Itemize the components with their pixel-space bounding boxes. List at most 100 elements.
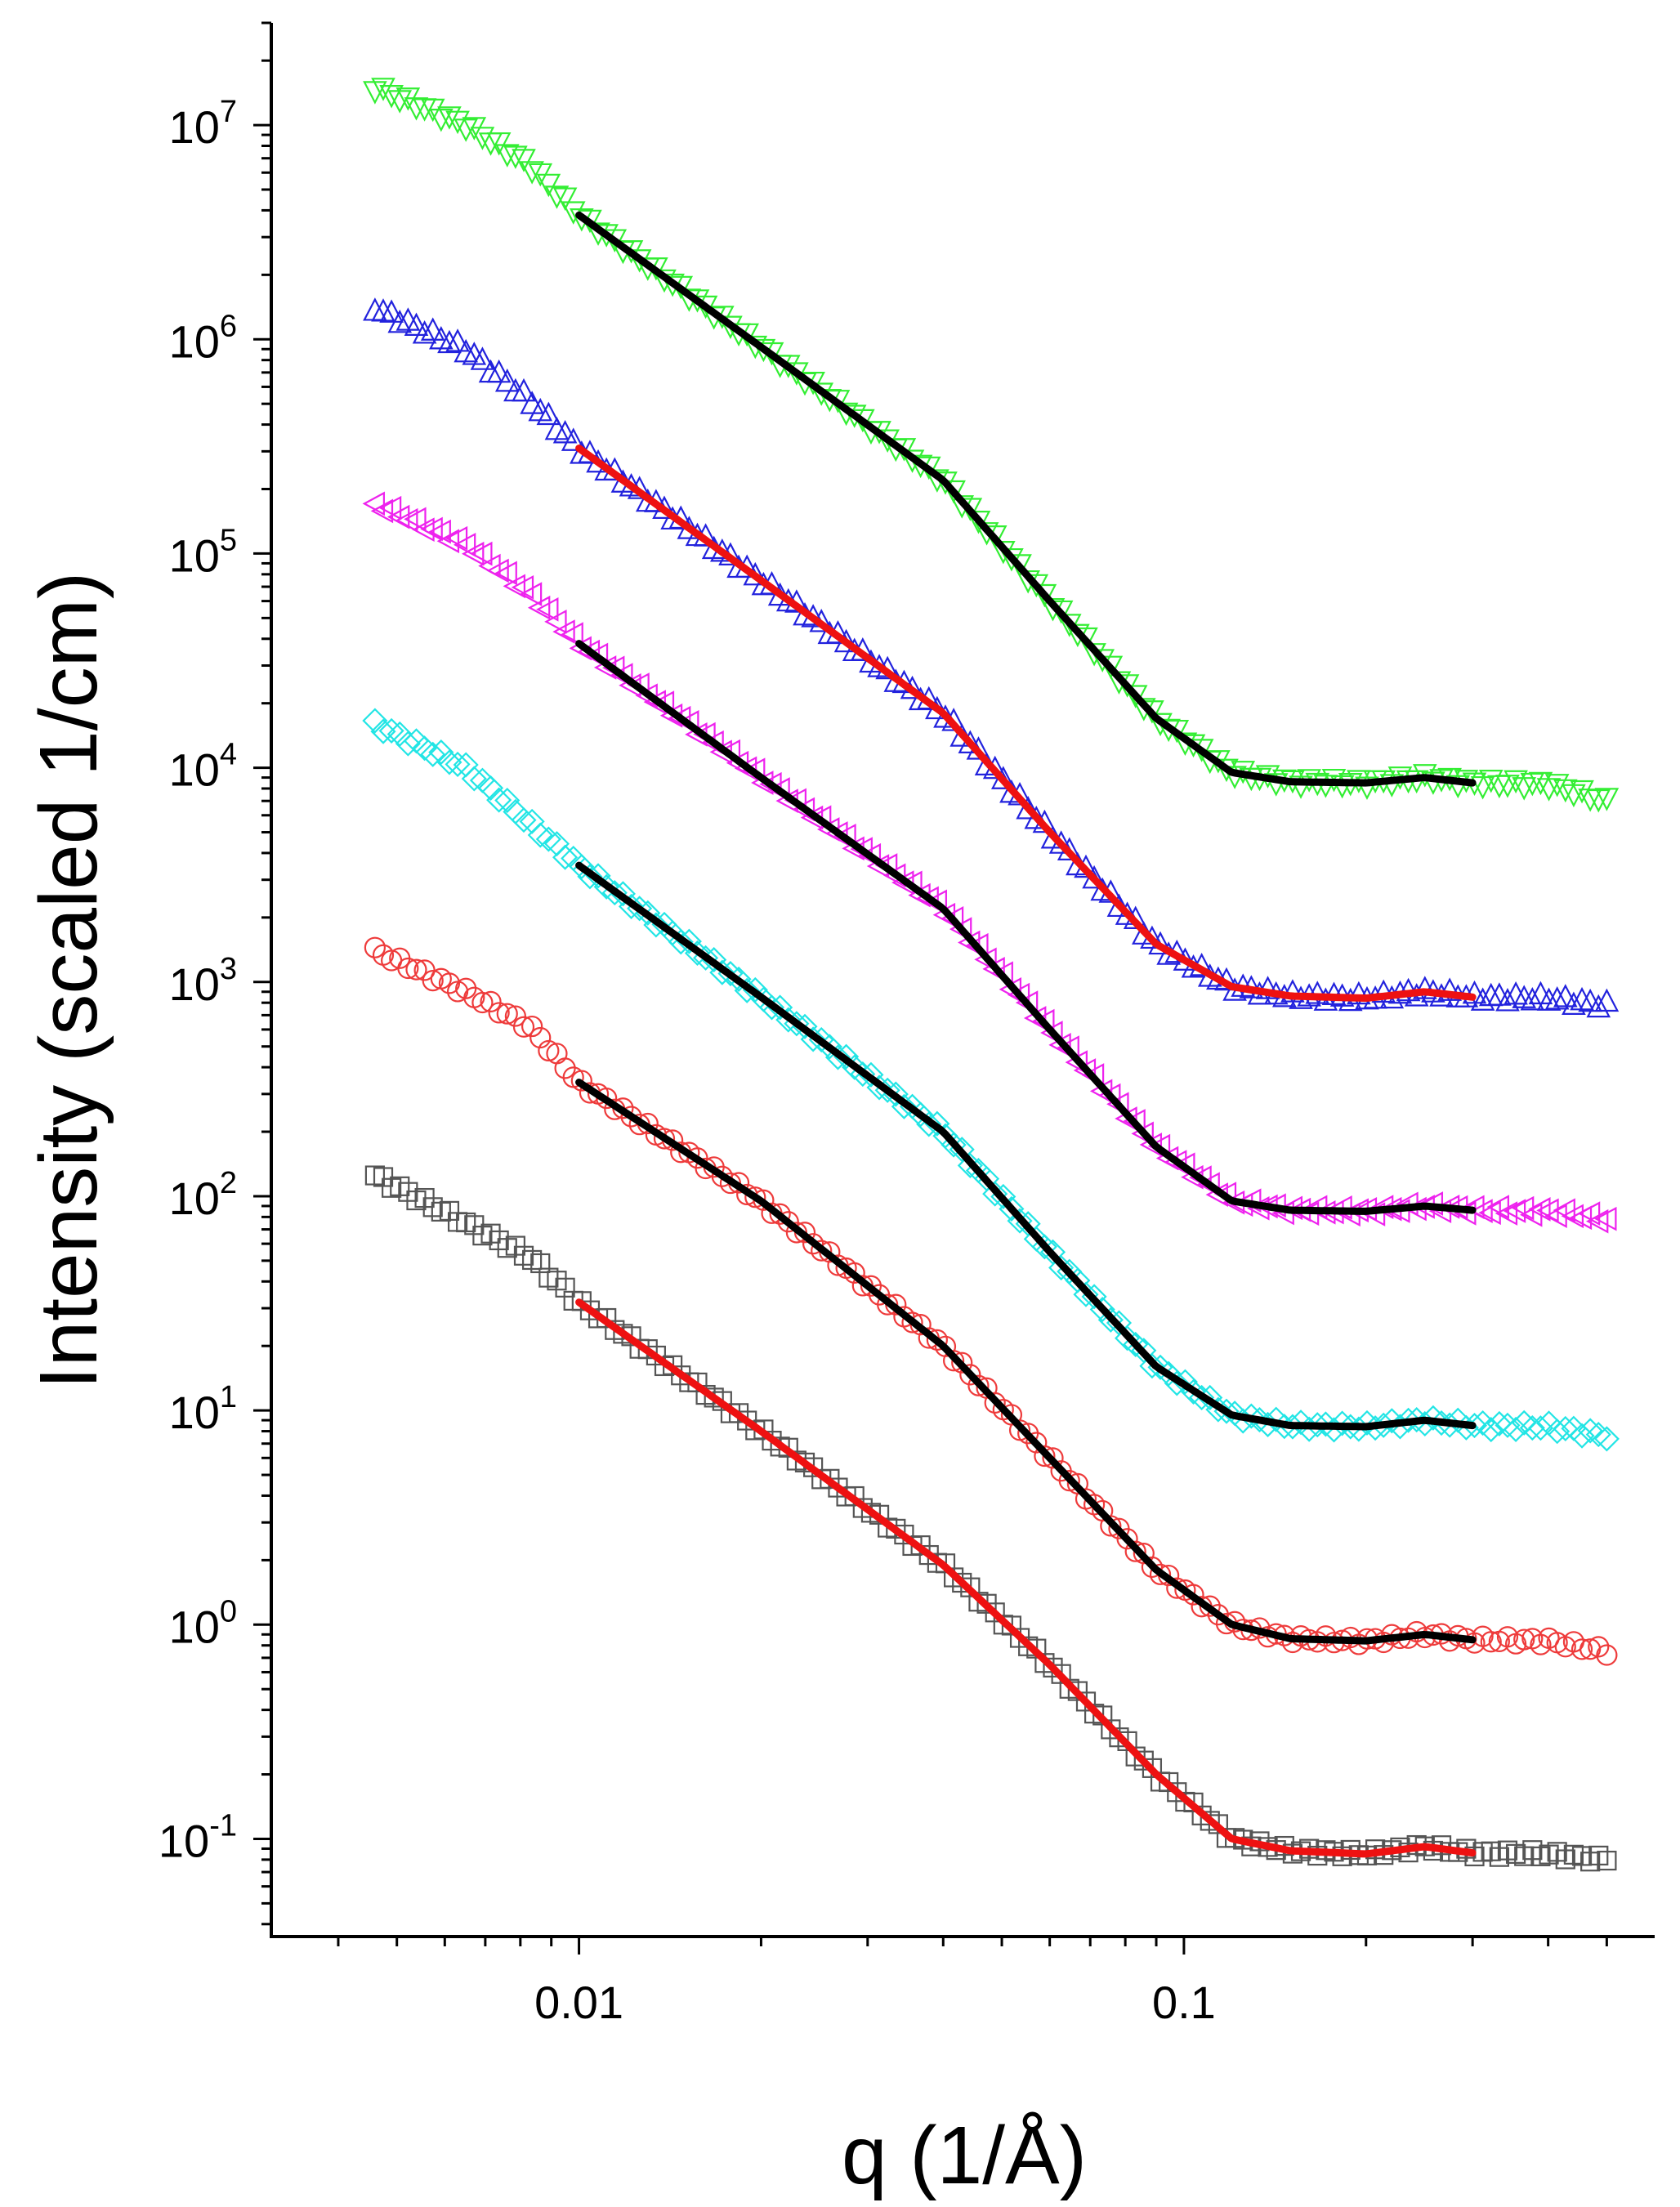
data-point: [1164, 1370, 1190, 1396]
data-point: [552, 187, 578, 211]
data-point: [1577, 1418, 1603, 1444]
data-point: [1182, 1584, 1204, 1606]
data-point: [891, 1093, 917, 1119]
data-point: [420, 741, 446, 767]
data-point: [445, 110, 470, 135]
data-point: [1486, 1410, 1512, 1436]
data-point: [371, 298, 395, 322]
data-point: [470, 127, 495, 150]
data-point: [1470, 987, 1495, 1011]
data-point: [453, 532, 476, 557]
data-point: [959, 1364, 981, 1386]
fit-line-5: [575, 445, 1477, 1003]
data-point: [701, 730, 724, 755]
x-tick-label: 0.01: [534, 1977, 623, 2028]
data-point: [535, 826, 561, 852]
series-4: [362, 491, 1617, 1234]
data-point: [1544, 986, 1570, 1010]
data-point: [1511, 1410, 1537, 1436]
data-point: [538, 1039, 560, 1062]
data-point: [370, 498, 394, 524]
data-point: [412, 320, 437, 344]
data-point: [529, 1026, 552, 1049]
data-point: [1396, 1407, 1422, 1433]
data-point: [379, 85, 404, 109]
data-point: [569, 854, 595, 880]
data-point: [1553, 1415, 1579, 1442]
data-point: [370, 718, 396, 744]
data-point: [1329, 775, 1355, 799]
data-point: [1553, 984, 1578, 1007]
data-point: [843, 1262, 865, 1284]
fit-line-3: [575, 861, 1477, 1431]
data-point: [511, 807, 537, 833]
data-point: [1519, 1414, 1545, 1441]
data-point: [951, 1351, 973, 1374]
data-point: [744, 1186, 766, 1208]
data-point: [618, 893, 645, 919]
data-point: [544, 185, 570, 209]
series-3: [362, 708, 1620, 1452]
data-point: [1594, 1206, 1617, 1231]
data-point: [1379, 774, 1405, 797]
data-point: [1570, 780, 1594, 804]
data-point: [404, 97, 429, 121]
y-tick-label: 10-1: [159, 1808, 237, 1866]
data-point: [445, 751, 471, 777]
data-point: [504, 1005, 526, 1027]
data-point: [503, 145, 528, 169]
data-point: [800, 1026, 826, 1052]
data-point: [552, 844, 579, 870]
data-point: [1073, 1281, 1099, 1307]
data-point: [1007, 1208, 1033, 1234]
data-point: [1553, 779, 1578, 803]
data-point: [486, 558, 509, 583]
y-tick-label: 106: [169, 309, 237, 367]
y-tick-label: 105: [169, 523, 237, 581]
data-point: [943, 1350, 965, 1372]
data-point: [438, 972, 461, 994]
data-point: [477, 775, 504, 801]
y-tick-label: 104: [169, 738, 237, 796]
data-point: [1149, 1563, 1172, 1585]
data-point: [1480, 1631, 1502, 1653]
data-point: [552, 419, 578, 444]
data-point: [1528, 981, 1553, 1005]
data-point: [519, 582, 543, 606]
data-point: [395, 507, 418, 533]
data-point: [512, 149, 536, 172]
data-point: [1304, 1412, 1330, 1438]
data-point: [454, 118, 478, 142]
data-point: [536, 173, 561, 198]
fit-line-4: [575, 640, 1477, 1215]
data-point: [362, 708, 388, 734]
data-point: [480, 990, 502, 1012]
data-point: [1437, 977, 1462, 1001]
data-point: [1495, 988, 1520, 1012]
data-point: [494, 144, 520, 168]
data-point: [1570, 986, 1594, 1011]
y-axis-title: Intensity (scaled 1/cm): [23, 572, 114, 1389]
data-point: [486, 359, 512, 383]
data-point: [957, 1152, 983, 1178]
y-tick-label: 100: [169, 1594, 237, 1652]
data-point: [512, 1016, 535, 1038]
data-point: [1594, 788, 1620, 811]
data-point: [1470, 775, 1495, 800]
data-point: [1034, 1445, 1056, 1468]
data-point: [1586, 789, 1611, 813]
data-point: [362, 491, 385, 516]
data-point: [404, 312, 429, 337]
data-point: [1329, 1410, 1356, 1436]
data-point: [527, 822, 553, 848]
data-point: [552, 619, 575, 644]
data-point: [461, 766, 487, 792]
plot-area: [362, 78, 1620, 1872]
data-point: [1597, 1850, 1617, 1871]
data-point: [512, 378, 536, 402]
data-point: [1305, 981, 1330, 1004]
data-point: [610, 663, 633, 687]
data-point: [1354, 1410, 1380, 1436]
data-point: [397, 957, 419, 980]
data-point: [668, 929, 694, 955]
